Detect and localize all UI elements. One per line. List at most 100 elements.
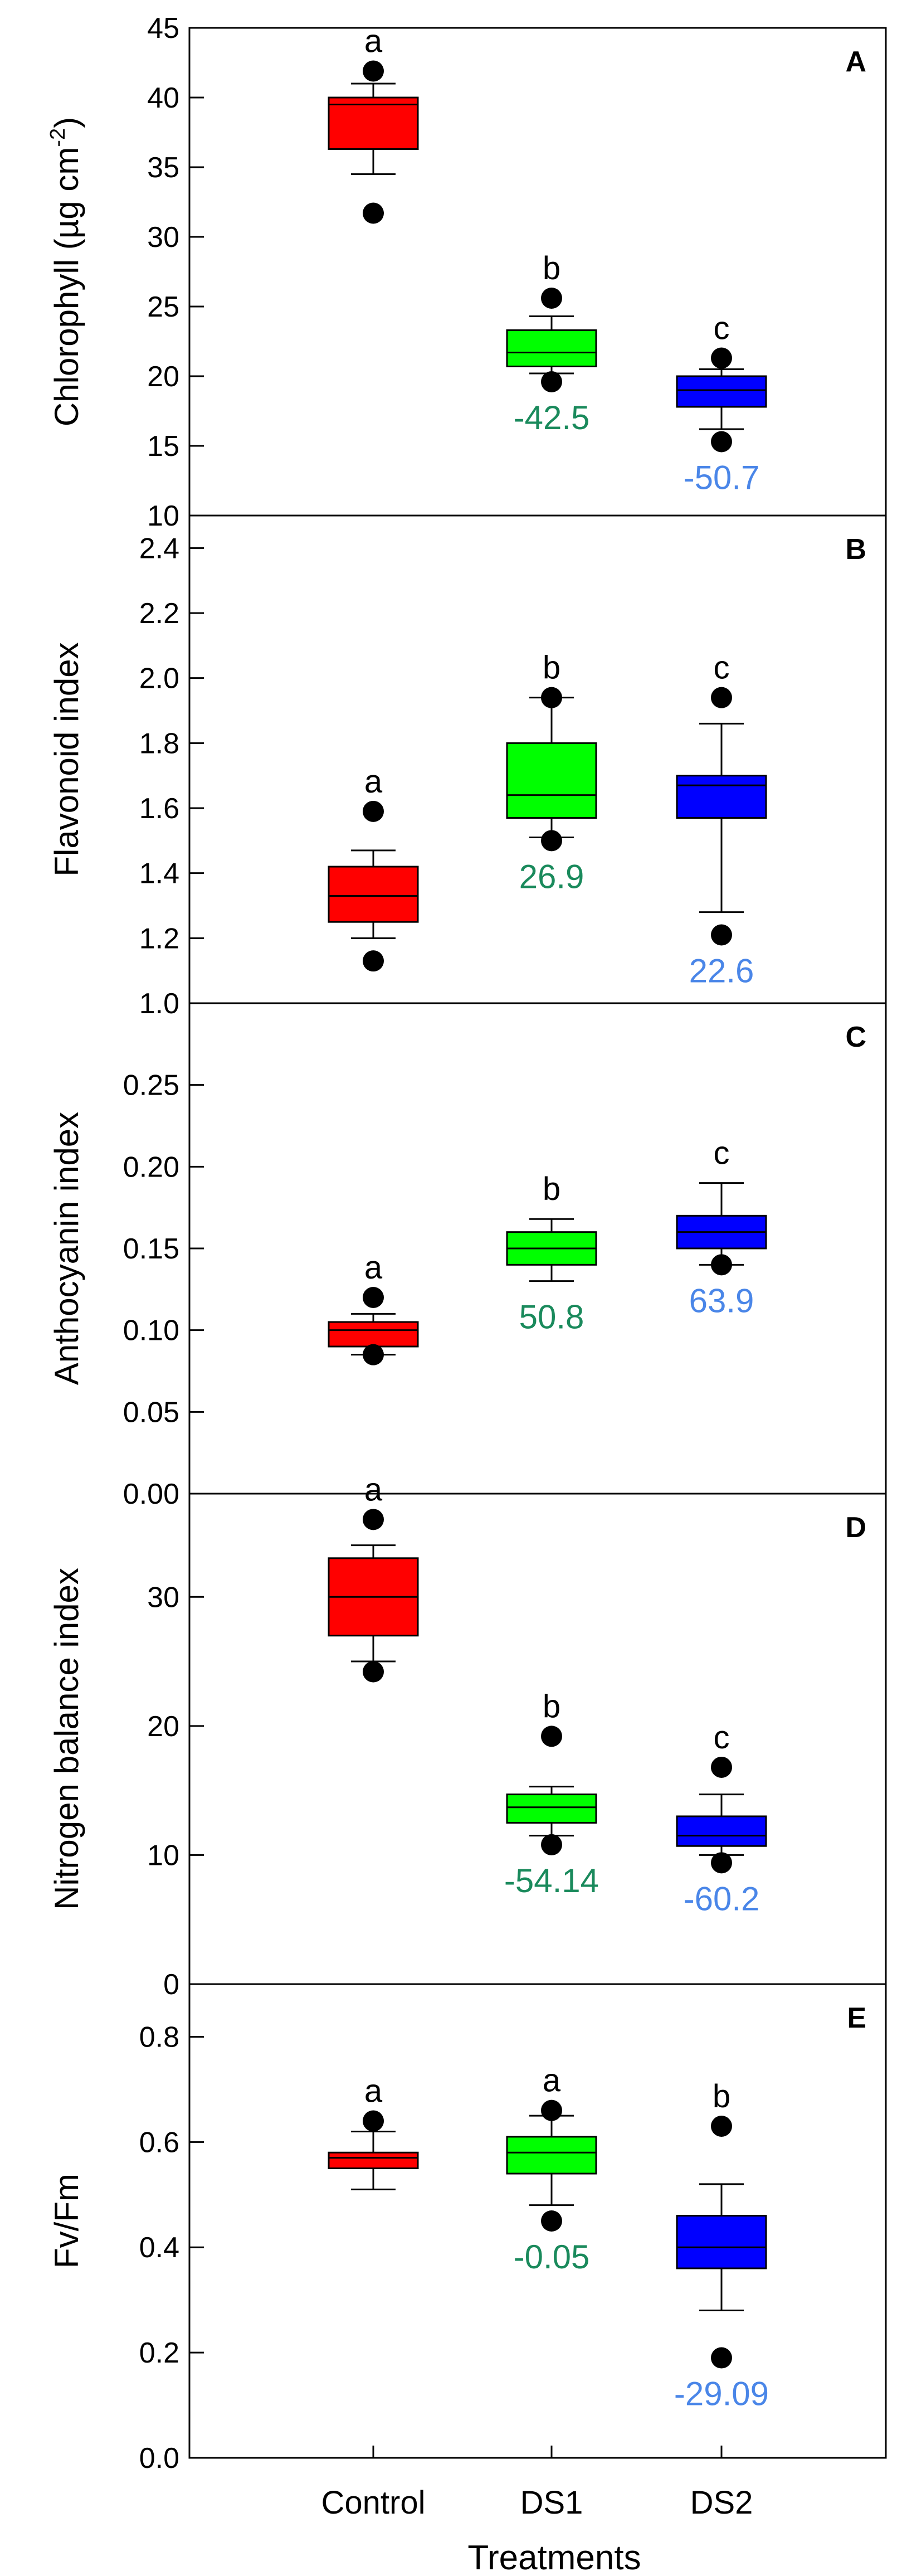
box-ds2: c 63.9 bbox=[676, 1135, 767, 1319]
y-tick-label: 1.2 bbox=[139, 922, 179, 955]
y-tick-label: 1.4 bbox=[139, 858, 179, 890]
x-tick-label-ds1: DS1 bbox=[520, 2485, 583, 2521]
significance-letter: c bbox=[714, 1719, 730, 1756]
outlier-low bbox=[363, 1344, 384, 1365]
y-tick-label: 2.4 bbox=[139, 532, 179, 565]
y-tick-label: 0.00 bbox=[123, 1478, 179, 1510]
y-tick-label: 0.25 bbox=[123, 1070, 179, 1102]
y-tick-label: 35 bbox=[147, 152, 179, 184]
significance-letter: b bbox=[543, 650, 560, 686]
percent-change-label: -60.2 bbox=[684, 1880, 760, 1917]
y-tick-label: 1.0 bbox=[139, 988, 179, 1020]
box-ds1: b 50.8 bbox=[506, 1171, 597, 1336]
panel-letter: A bbox=[845, 46, 866, 78]
x-tick-label-ds2: DS2 bbox=[690, 2485, 753, 2521]
box-iqr bbox=[676, 775, 767, 819]
significance-letter: c bbox=[714, 1135, 730, 1172]
y-axis-title: Flavonoid index bbox=[48, 642, 85, 876]
panel-d: 0 10 20 30 Nitrogen balance index Da b -54.14 c -… bbox=[48, 1471, 887, 2001]
y-tick-label: 30 bbox=[147, 221, 179, 254]
significance-letter: c bbox=[714, 650, 730, 686]
panel-a: 10 15 20 25 30 35 40 45 Chlorophyll (µg cm-2) Aa b… bbox=[46, 12, 887, 532]
y-tick-label: 1.8 bbox=[139, 727, 179, 760]
y-tick-label: 0.20 bbox=[123, 1151, 179, 1183]
y-tick-label: 0.0 bbox=[139, 2442, 179, 2475]
percent-change-label: 63.9 bbox=[689, 1282, 754, 1319]
y-tick-label: 0.6 bbox=[139, 2126, 179, 2159]
outlier-low bbox=[541, 371, 562, 392]
outlier-high bbox=[541, 687, 562, 708]
box-iqr bbox=[328, 866, 419, 923]
y-axis-title-superscript: -2 bbox=[46, 128, 70, 147]
box-iqr bbox=[506, 2136, 597, 2175]
outlier-low bbox=[541, 830, 562, 852]
y-tick-label: 0 bbox=[163, 1969, 179, 2001]
box-iqr bbox=[328, 1321, 419, 1348]
y-tick-label: 0.15 bbox=[123, 1233, 179, 1265]
y-tick-label: 0.10 bbox=[123, 1315, 179, 1347]
percent-change-label: -50.7 bbox=[684, 459, 760, 497]
box-iqr bbox=[328, 96, 419, 150]
box-ds1: b -42.5 bbox=[506, 250, 597, 436]
panels: 10 15 20 25 30 35 40 45 Chlorophyll (µg cm-2) Aa b… bbox=[46, 12, 887, 2475]
box-control: a bbox=[328, 1471, 419, 1683]
percent-change-label: 22.6 bbox=[689, 952, 754, 990]
y-axis-title: Fv/Fm bbox=[48, 2174, 85, 2268]
box-ds1: b -54.14 bbox=[504, 1688, 599, 1899]
panel-frame bbox=[188, 27, 887, 517]
outlier-low bbox=[711, 431, 732, 453]
percent-change-label: 50.8 bbox=[519, 1299, 584, 1336]
y-tick-label: 2.2 bbox=[139, 597, 179, 630]
outlier-low bbox=[711, 1852, 732, 1874]
x-tick-label-control: Control bbox=[321, 2485, 426, 2521]
y-tick-label: 1.6 bbox=[139, 793, 179, 825]
box-control: a bbox=[328, 2073, 419, 2190]
box-ds2: c -50.7 bbox=[676, 310, 767, 497]
outlier-high bbox=[541, 1726, 562, 1747]
outlier-low bbox=[363, 202, 384, 224]
outlier-high bbox=[711, 347, 732, 369]
y-tick-label: 30 bbox=[147, 1581, 179, 1613]
significance-letter: a bbox=[364, 764, 383, 800]
box-control: a bbox=[328, 1250, 419, 1365]
outlier-high bbox=[711, 687, 732, 708]
y-tick-label: 15 bbox=[147, 430, 179, 463]
outlier-high bbox=[711, 1756, 732, 1778]
y-axis-title-part: Chlorophyll (µg cm bbox=[48, 147, 85, 426]
outlier-high bbox=[363, 60, 384, 82]
box-ds1: a -0.05 bbox=[506, 2063, 597, 2276]
box-ds1: b 26.9 bbox=[506, 650, 597, 895]
y-tick-label: 2.0 bbox=[139, 663, 179, 695]
box-iqr bbox=[328, 2151, 419, 2170]
outlier-high bbox=[541, 288, 562, 309]
box-iqr bbox=[506, 329, 597, 367]
percent-change-label: 26.9 bbox=[519, 858, 584, 895]
y-tick-label: 10 bbox=[147, 500, 179, 532]
box-ds2: c -60.2 bbox=[676, 1719, 767, 1917]
x-axis-title: Treatments bbox=[467, 2539, 641, 2576]
panel-c: 0.00 0.05 0.10 0.15 0.20 0.25 Anthocyanin inde… bbox=[48, 1002, 887, 1510]
percent-change-label: -0.05 bbox=[514, 2238, 590, 2276]
outlier-high bbox=[363, 800, 384, 822]
panel-e: 0.0 0.2 0.4 0.6 0.8 Fv/Fm Ea a -0.05 b -29.09 bbox=[48, 1983, 887, 2475]
significance-letter: c bbox=[714, 310, 730, 347]
y-tick-label: 45 bbox=[147, 12, 179, 45]
x-axis: Control DS1 DS2 Treatments bbox=[321, 2485, 753, 2576]
y-tick-label: 0.8 bbox=[139, 2021, 179, 2053]
y-tick-label: 0.2 bbox=[139, 2337, 179, 2369]
y-axis-title: Nitrogen balance index bbox=[48, 1568, 85, 1910]
y-axis-title: Anthocyanin index bbox=[48, 1112, 85, 1385]
y-tick-label: 40 bbox=[147, 82, 179, 114]
panel-b: 1.0 1.2 1.4 1.6 1.8 2.0 2.2 2.4 Flavonoid index B… bbox=[48, 514, 887, 1020]
box-control: a bbox=[328, 23, 419, 224]
y-tick-label: 20 bbox=[147, 361, 179, 393]
significance-letter: a bbox=[364, 1250, 383, 1286]
percent-change-label: -42.5 bbox=[514, 399, 590, 436]
significance-letter: b bbox=[713, 2078, 730, 2115]
y-tick-label: 20 bbox=[147, 1710, 179, 1743]
percent-change-label: -29.09 bbox=[674, 2375, 769, 2413]
box-iqr bbox=[506, 742, 597, 819]
outlier-low bbox=[711, 2347, 732, 2369]
outlier-high bbox=[363, 1287, 384, 1308]
box-iqr bbox=[676, 1815, 767, 1847]
